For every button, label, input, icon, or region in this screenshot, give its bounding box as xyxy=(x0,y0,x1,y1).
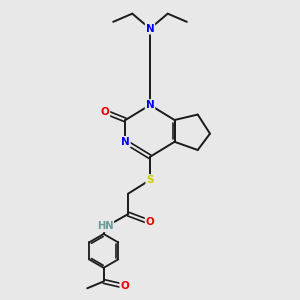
Text: N: N xyxy=(146,24,154,34)
Text: O: O xyxy=(100,107,109,117)
Text: N: N xyxy=(121,137,130,147)
Text: HN: HN xyxy=(97,221,113,231)
Text: O: O xyxy=(120,280,129,290)
Text: S: S xyxy=(146,175,154,185)
Text: O: O xyxy=(146,217,154,227)
Text: N: N xyxy=(146,100,154,110)
